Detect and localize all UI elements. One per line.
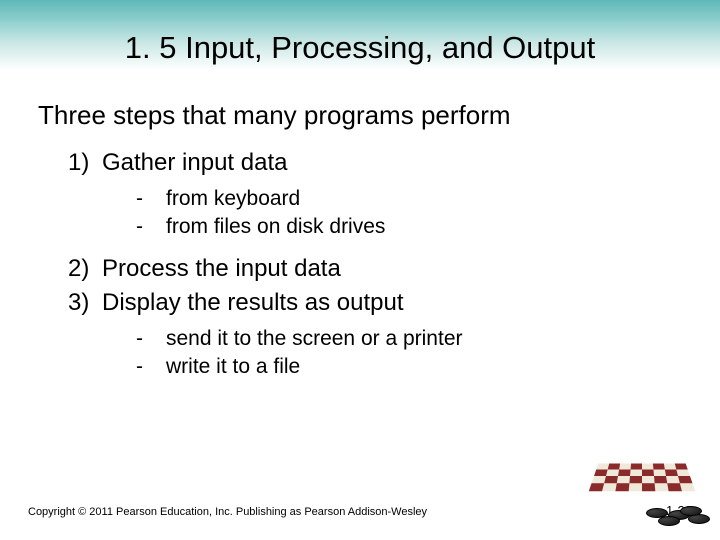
step-1-num: 1) <box>68 149 102 177</box>
dash-icon: - <box>136 327 166 351</box>
dash-icon: - <box>136 187 166 211</box>
step-2-num: 2) <box>68 255 102 283</box>
dash-icon: - <box>136 215 166 239</box>
slide-title: 1. 5 Input, Processing, and Output <box>0 30 720 66</box>
checkers-decoration <box>560 450 720 530</box>
sub1-item-0: -from keyboard <box>136 187 682 211</box>
checker-piece-icon <box>680 506 702 516</box>
step-3: 3)Display the results as output <box>68 289 682 317</box>
sub3-text-1: write it to a file <box>166 355 300 378</box>
sub3-text-0: send it to the screen or a printer <box>166 327 463 350</box>
slide-content: Three steps that many programs perform 1… <box>0 100 720 395</box>
step-3-sublist: -send it to the screen or a printer -wri… <box>68 327 682 379</box>
steps-list: 1)Gather input data -from keyboard -from… <box>38 149 682 379</box>
sub1-text-0: from keyboard <box>166 187 300 210</box>
sub3-item-1: -write it to a file <box>136 355 682 379</box>
step-1: 1)Gather input data <box>68 149 682 177</box>
sub1-text-1: from files on disk drives <box>166 215 385 238</box>
subheading: Three steps that many programs perform <box>38 100 682 131</box>
step-2-text: Process the input data <box>102 255 341 282</box>
sub1-item-1: -from files on disk drives <box>136 215 682 239</box>
dash-icon: - <box>136 355 166 379</box>
checkerboard-icon <box>589 463 695 491</box>
sub3-item-0: -send it to the screen or a printer <box>136 327 682 351</box>
checker-piece-icon <box>646 508 668 518</box>
step-3-num: 3) <box>68 289 102 317</box>
step-1-sublist: -from keyboard -from files on disk drive… <box>68 187 682 239</box>
step-3-text: Display the results as output <box>102 289 404 316</box>
copyright-text: Copyright © 2011 Pearson Education, Inc.… <box>28 506 427 518</box>
step-2: 2)Process the input data <box>68 255 682 283</box>
step-1-text: Gather input data <box>102 149 287 176</box>
